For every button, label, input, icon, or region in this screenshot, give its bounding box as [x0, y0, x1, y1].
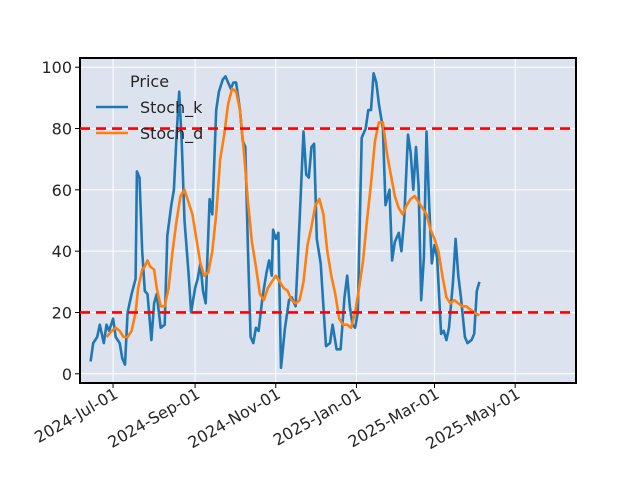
y-axis-ticks: 0 20 40 60 80 100 [41, 58, 80, 384]
legend: Price Stoch_k Stoch_d [96, 72, 203, 144]
legend-label-stoch-d: Stoch_d [140, 124, 203, 144]
y-tick-label: 100 [41, 58, 72, 77]
y-tick-label: 20 [52, 303, 72, 322]
y-tick-label: 40 [52, 242, 72, 261]
x-tick-label: 2024-Nov-01 [185, 384, 284, 452]
series-lines [89, 72, 481, 370]
reference-lines [80, 127, 576, 314]
x-axis-ticks: 2024-Jul-012024-Sep-012024-Nov-012025-Ja… [31, 383, 523, 453]
plot-background [80, 58, 576, 383]
y-tick-label: 60 [52, 181, 72, 200]
series-line-stoch-d [105, 87, 481, 339]
series-line-stoch-k [89, 72, 481, 370]
plot-frame [79, 57, 577, 384]
y-tick-label: 80 [52, 120, 72, 139]
y-tick-label: 0 [62, 365, 72, 384]
legend-title: Price [130, 72, 169, 91]
legend-label-stoch-k: Stoch_k [140, 98, 203, 118]
